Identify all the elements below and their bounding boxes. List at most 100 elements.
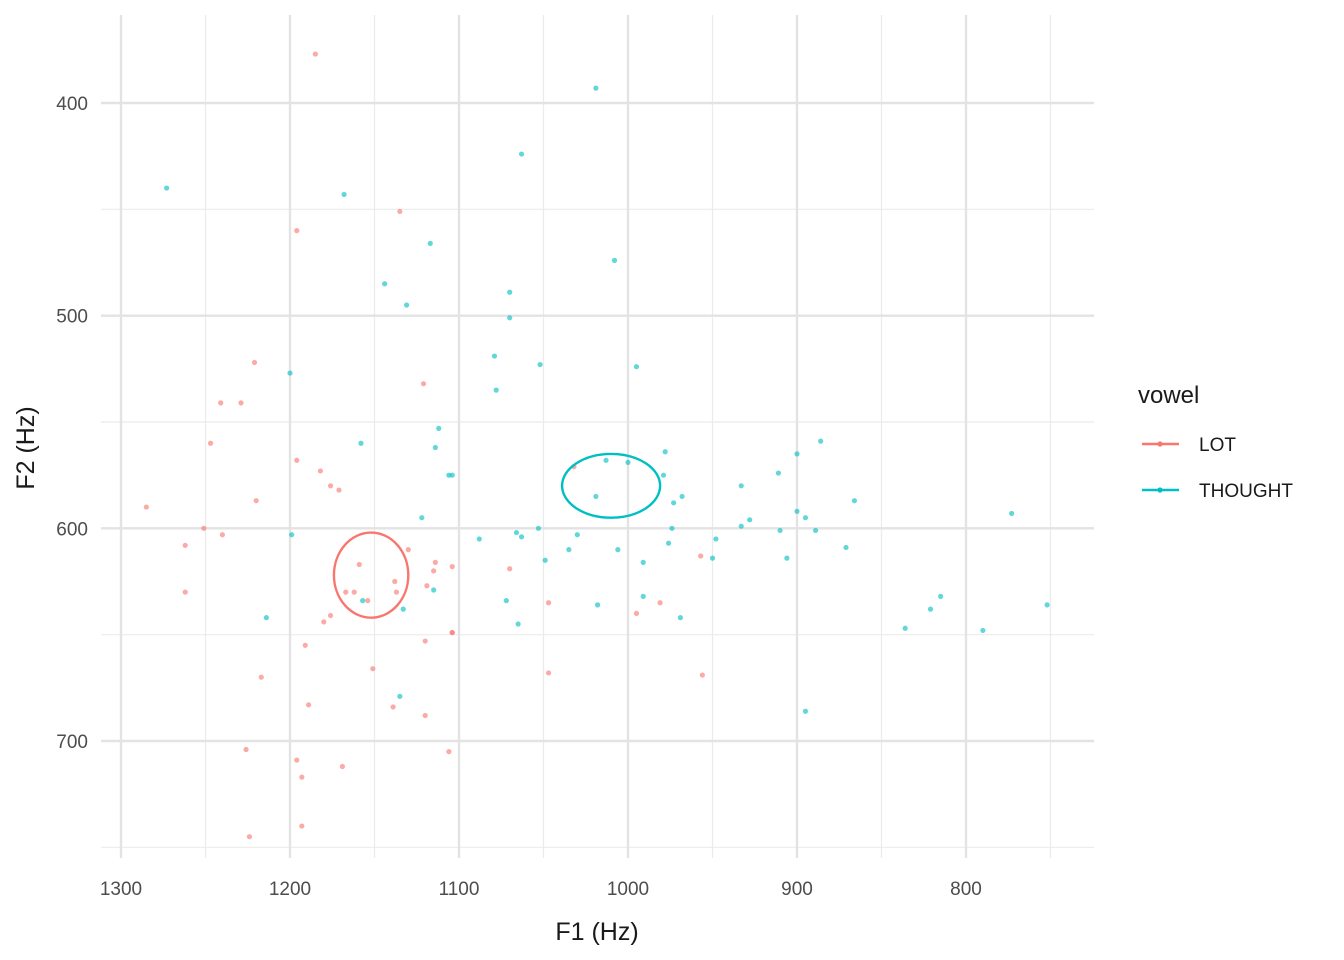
lot-point xyxy=(343,589,349,595)
thought-point xyxy=(287,370,293,376)
thought-point xyxy=(513,529,520,536)
lot-point xyxy=(321,619,327,625)
y-axis-title: F2 (Hz) xyxy=(12,406,40,489)
lot-point xyxy=(405,547,411,553)
lot-point xyxy=(449,564,455,570)
thought-point xyxy=(980,627,986,634)
thought-point xyxy=(775,470,782,476)
thought-point xyxy=(289,532,295,538)
thought-point xyxy=(640,593,646,599)
lot-point xyxy=(545,670,552,676)
lot-ellipse xyxy=(332,531,410,619)
lot-point xyxy=(251,359,258,366)
thought-point xyxy=(709,555,716,561)
thought-point xyxy=(503,598,509,604)
lot-point xyxy=(446,749,452,755)
lot-point xyxy=(336,487,342,493)
thought-point xyxy=(938,593,944,599)
thought-point xyxy=(902,625,908,631)
lot-point xyxy=(392,578,398,585)
legend-label: LOT xyxy=(1199,435,1236,456)
lot-point xyxy=(365,598,371,604)
lot-point xyxy=(317,468,324,474)
thought-point xyxy=(669,525,675,531)
thought-point xyxy=(360,598,366,604)
lot-point xyxy=(207,440,214,446)
thought-point xyxy=(542,557,548,563)
x-axis-title: F1 (Hz) xyxy=(555,918,638,946)
thought-point xyxy=(515,621,521,627)
thought-point xyxy=(518,534,525,540)
y-tick-label: 400 xyxy=(56,94,88,115)
lot-point xyxy=(698,553,704,559)
lot-point xyxy=(201,525,207,531)
lot-point xyxy=(294,228,300,234)
thought-point xyxy=(491,353,498,359)
x-tick-label: 1100 xyxy=(439,879,480,900)
thought-point xyxy=(1009,510,1015,517)
lot-point xyxy=(420,381,427,387)
thought-point xyxy=(432,444,438,451)
thought-point xyxy=(446,472,452,478)
x-tick-label: 900 xyxy=(781,879,813,900)
thought-point xyxy=(603,457,609,463)
legend-title: vowel xyxy=(1138,382,1199,409)
thought-point xyxy=(566,547,572,553)
thought-point xyxy=(671,500,677,506)
thought-point xyxy=(802,708,809,714)
thought-point xyxy=(404,302,410,308)
y-tick-labels: 400 500 600 700 xyxy=(56,94,88,753)
lot-point xyxy=(657,600,663,606)
x-tick-label: 1300 xyxy=(100,879,142,900)
legend-label: THOUGHT xyxy=(1199,481,1293,502)
lot-point xyxy=(243,746,249,753)
lot-point xyxy=(182,542,188,548)
thought-point xyxy=(640,559,646,565)
thought-point xyxy=(738,523,744,529)
thought-point xyxy=(358,440,364,446)
legend-item-lot: LOT xyxy=(1142,435,1236,456)
lot-point xyxy=(219,532,225,538)
thought-point xyxy=(493,387,499,393)
y-tick-label: 500 xyxy=(56,307,88,328)
thought-point xyxy=(611,257,618,263)
thought-ellipse xyxy=(560,452,662,519)
thought-point xyxy=(662,449,668,455)
thought-point xyxy=(594,602,601,608)
x-tick-label: 1200 xyxy=(269,879,311,900)
lot-point xyxy=(327,483,334,489)
thought-point xyxy=(400,606,406,612)
lot-point xyxy=(422,638,428,644)
thought-point xyxy=(777,527,783,534)
thought-point xyxy=(784,555,790,561)
thought-point xyxy=(738,483,744,489)
lot-point xyxy=(699,672,705,678)
thought-point xyxy=(518,151,525,157)
thought-point xyxy=(164,185,170,191)
ellipses xyxy=(332,452,662,619)
thought-point xyxy=(537,361,543,368)
lot-point xyxy=(545,600,552,606)
lot-point xyxy=(218,400,224,406)
thought-point xyxy=(263,615,269,621)
lot-point xyxy=(449,629,455,636)
thought-point xyxy=(419,515,425,521)
lot-point xyxy=(424,583,430,589)
thought-point xyxy=(431,587,437,593)
lot-point xyxy=(390,704,396,710)
x-tick-label: 1000 xyxy=(607,879,649,900)
lot-point xyxy=(432,559,438,565)
thought-point xyxy=(341,191,347,198)
major-gridlines xyxy=(101,15,1094,858)
thought-point xyxy=(794,451,800,457)
thought-point xyxy=(660,472,667,478)
y-tick-label: 600 xyxy=(56,519,88,540)
thought-point xyxy=(593,85,599,91)
lot-point xyxy=(246,834,253,840)
thought-point xyxy=(677,615,683,621)
y-tick-label: 700 xyxy=(56,732,88,753)
lot-point xyxy=(258,674,264,680)
legend-key-point xyxy=(1157,487,1163,493)
legend-item-thought: THOUGHT xyxy=(1142,481,1293,502)
